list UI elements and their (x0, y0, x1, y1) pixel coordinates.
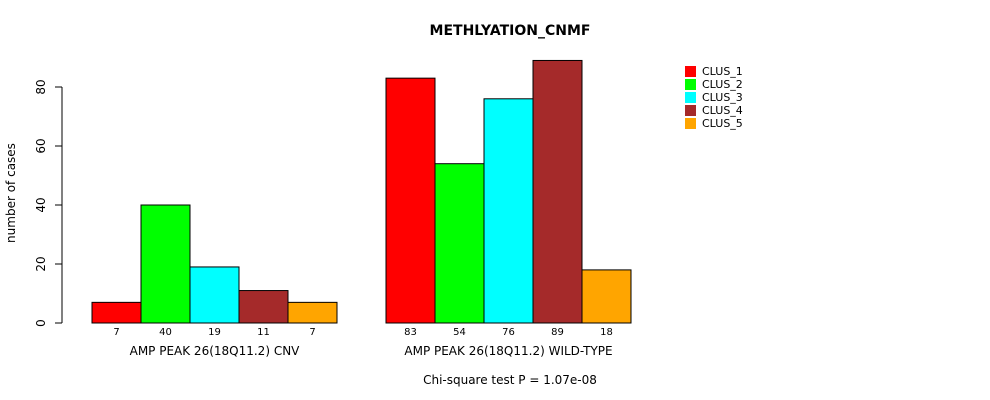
bar-clus-3-group-2 (483, 98, 534, 324)
bar-count-label: 19 (208, 327, 221, 338)
bar-count-label: 7 (309, 327, 315, 338)
bar-clus-5-group-1 (287, 301, 338, 324)
bar-count-label: 89 (551, 327, 564, 338)
bar-count-label: 54 (453, 327, 466, 338)
bar-clus-3-group-1 (189, 266, 240, 324)
y-axis-label: number of cases (4, 143, 18, 243)
bar-clus-4-group-1 (238, 290, 289, 324)
legend-swatch (685, 92, 696, 103)
chi-square-footnote: Chi-square test P = 1.07e-08 (423, 373, 597, 387)
group-labels: AMP PEAK 26(18Q11.2) CNV AMP PEAK 26(18Q1… (130, 344, 613, 358)
bar-count-label: 11 (257, 327, 270, 338)
y-tick-label: 0 (34, 319, 48, 327)
legend-entry: CLUS_3 (702, 91, 743, 104)
y-tick-label: 40 (34, 197, 48, 212)
bar-clus-4-group-2 (532, 59, 583, 324)
bar-count-label: 7 (113, 327, 119, 338)
legend-entry: CLUS_1 (702, 65, 743, 78)
bar-clus-2-group-2 (434, 163, 485, 324)
legend-swatch (685, 66, 696, 77)
legend-swatch (685, 105, 696, 116)
bar-count-label: 83 (404, 327, 417, 338)
y-tick-label: 20 (34, 256, 48, 271)
bar-clus-5-group-2 (581, 269, 632, 324)
y-tick-label: 80 (34, 79, 48, 94)
legend-swatch (685, 118, 696, 129)
legend-entry: CLUS_5 (702, 117, 743, 130)
bar-count-label: 76 (502, 327, 515, 338)
legend-entry: CLUS_4 (702, 104, 743, 117)
count-labels: 7 40 19 11 7 83 54 76 89 18 (113, 327, 613, 338)
chart-title: METHLYATION_CNMF (430, 23, 591, 39)
legend-swatch (685, 79, 696, 90)
bars (91, 59, 632, 324)
group-label-1: AMP PEAK 26(18Q11.2) CNV (130, 344, 301, 358)
legend-entry: CLUS_2 (702, 78, 743, 91)
bar-clus-2-group-1 (140, 204, 191, 324)
bar-clus-1-group-1 (91, 301, 142, 324)
bar-count-label: 40 (159, 327, 172, 338)
y-axis: 0 20 40 60 80 (34, 79, 63, 327)
bar-count-label: 18 (600, 327, 613, 338)
bar-clus-1-group-2 (385, 77, 436, 324)
group-label-2: AMP PEAK 26(18Q11.2) WILD-TYPE (404, 344, 612, 358)
y-tick-label: 60 (34, 138, 48, 153)
